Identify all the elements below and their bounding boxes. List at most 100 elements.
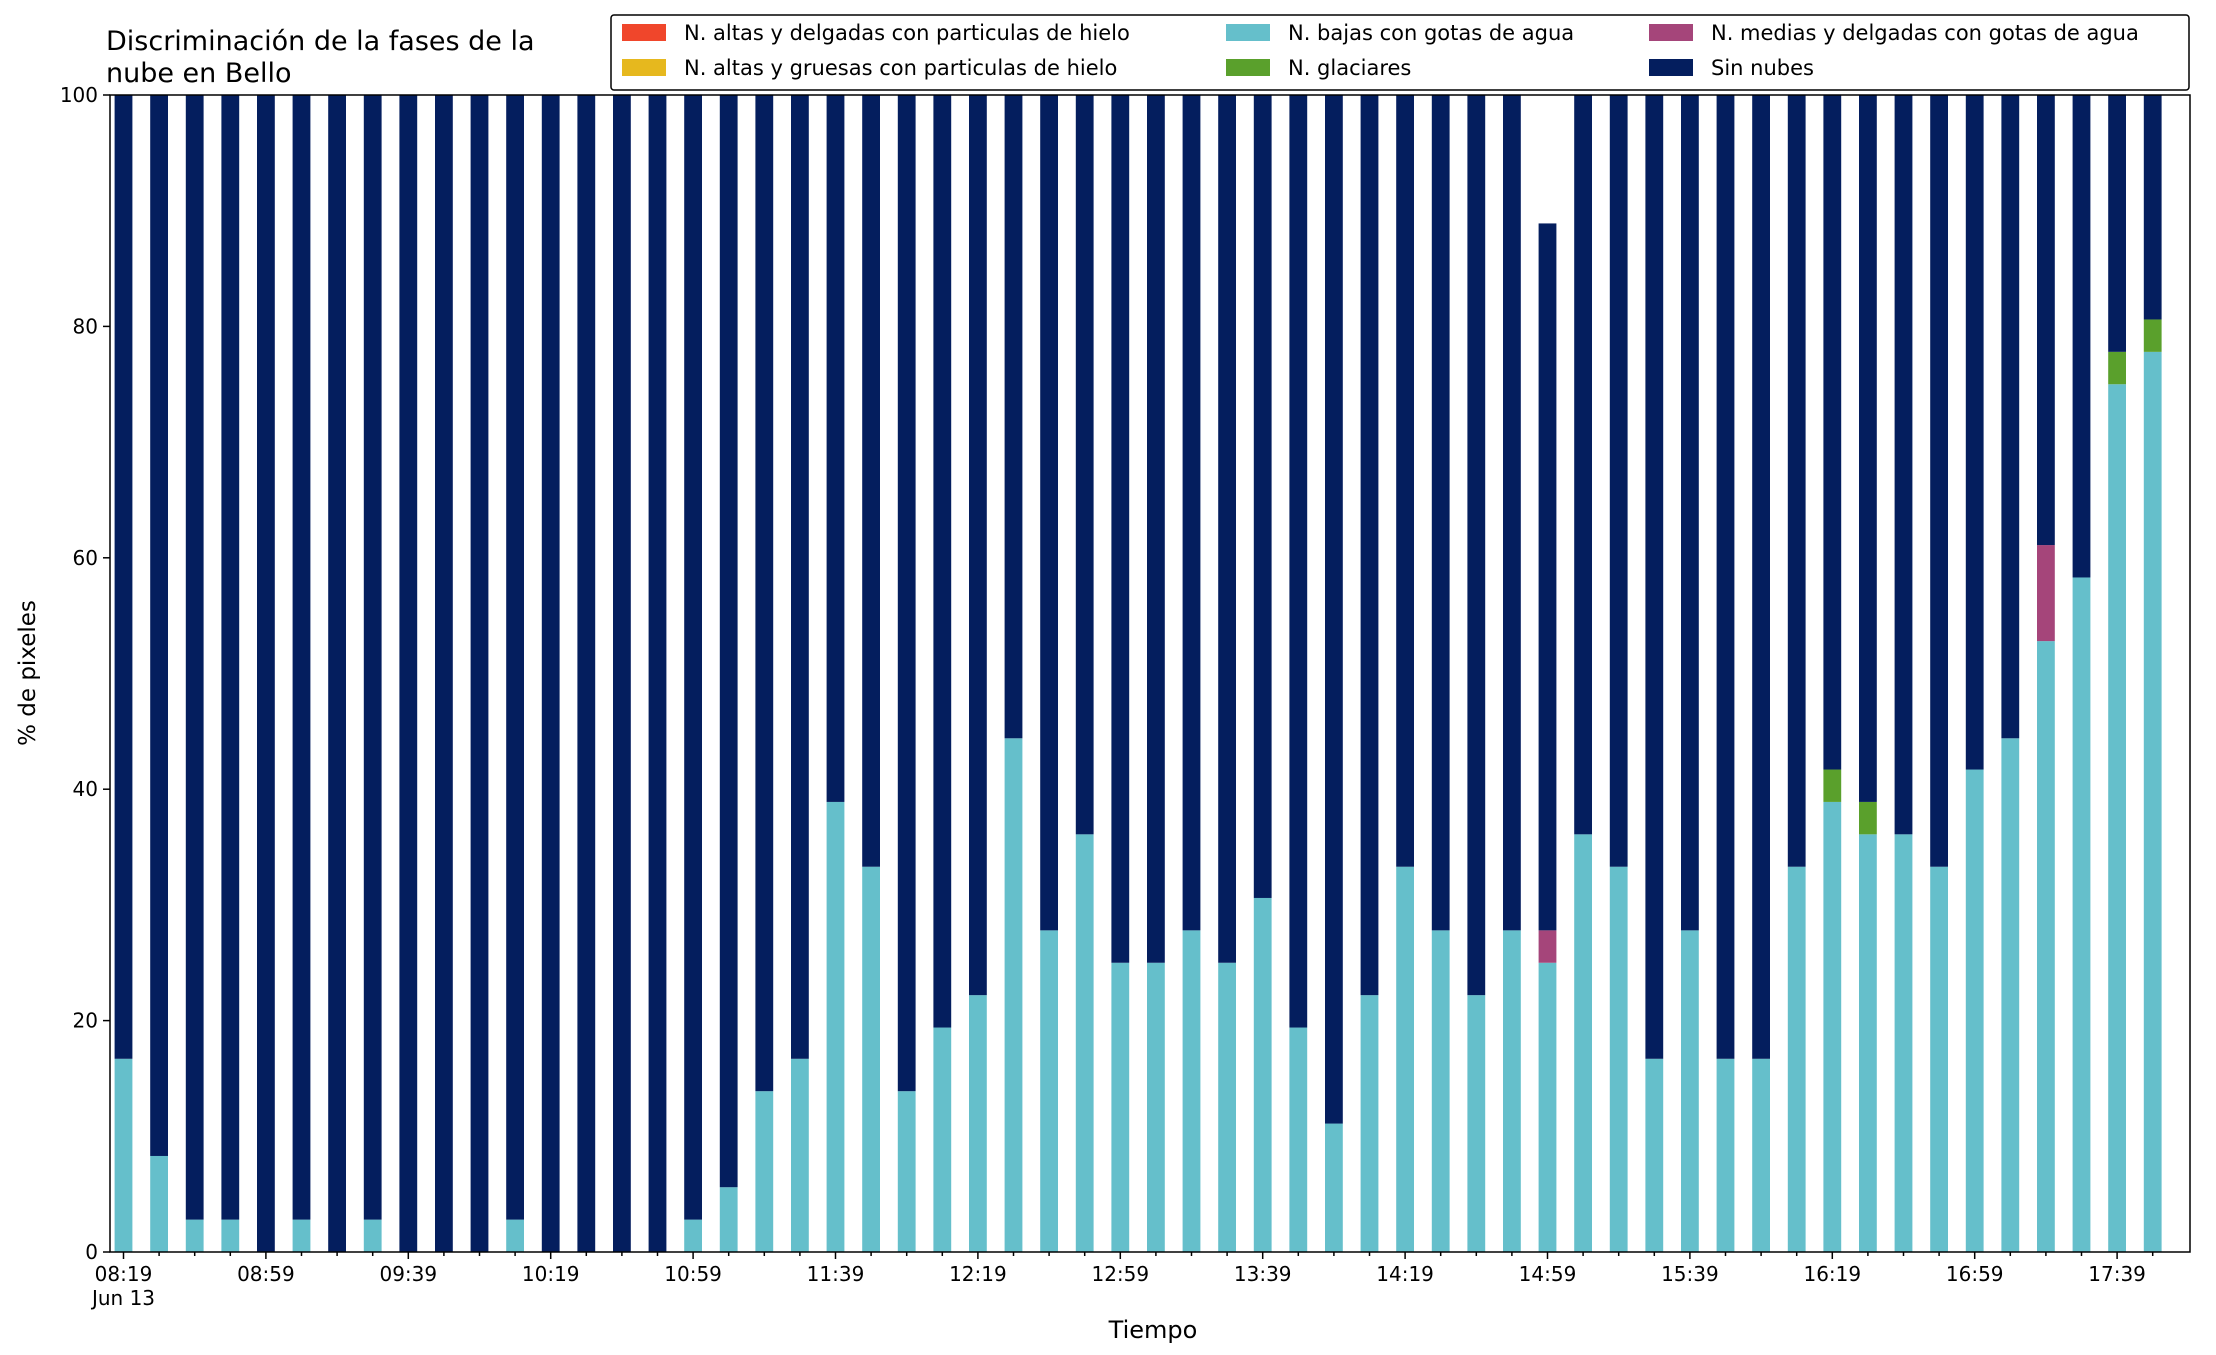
bar-segment — [2108, 95, 2126, 352]
bar-segment — [1004, 738, 1023, 1252]
legend-box — [610, 14, 2190, 91]
bar-segment — [1253, 897, 1272, 1252]
bar-segment — [1716, 95, 1735, 1059]
x-axis: 08:19 08:59 09:39 10:19 10:59 11:39 12:19 12:59… — [90, 1252, 2154, 1310]
bar-segment — [1289, 95, 1308, 1028]
y-axis: 0 20 40 60 80 100 — [60, 83, 110, 1264]
x-tick-label: 12:19 — [949, 1262, 1007, 1286]
bar-segment — [1040, 930, 1058, 1252]
bar-segment — [1253, 95, 1272, 898]
bar-segment — [1040, 95, 1058, 931]
bar-segment — [613, 95, 631, 1252]
bar-segment — [862, 866, 880, 1252]
legend-swatch — [1226, 24, 1270, 41]
bar-segment — [2037, 95, 2055, 546]
bar-segment — [2108, 351, 2126, 385]
bar-segment — [897, 95, 916, 1092]
bar-segment — [185, 1219, 204, 1252]
bar-segment — [1965, 95, 1984, 770]
bar-segment — [1965, 769, 1984, 1252]
bar-segment — [1503, 930, 1521, 1252]
legend: N. altas y delgadas con particulas de hi… — [610, 14, 2190, 91]
bar-segment — [719, 95, 738, 1188]
legend-swatch — [622, 24, 666, 41]
bar-segment — [292, 95, 311, 1220]
bar-segment — [1396, 95, 1414, 867]
x-tick-label: 10:59 — [664, 1262, 722, 1286]
bar-segment — [257, 95, 275, 1252]
bar-segment — [1075, 834, 1094, 1252]
bar-segment — [969, 95, 987, 996]
y-tick-label: 0 — [85, 1240, 98, 1264]
y-tick-label: 100 — [60, 83, 98, 107]
bar-segment — [1467, 95, 1486, 996]
x-tick-label: 16:19 — [1803, 1262, 1861, 1286]
legend-swatch — [1649, 24, 1693, 41]
x-tick-label: 08:19 — [95, 1262, 153, 1286]
bar-segment — [1538, 223, 1557, 931]
chart-title-line: Discriminación de la fases de la — [106, 26, 535, 57]
legend-label: N. bajas con gotas de agua — [1288, 21, 1574, 45]
bar-segment — [1681, 930, 1699, 1252]
bar-segment — [2037, 641, 2055, 1252]
bar-segment — [1467, 995, 1486, 1252]
x-tick-label: 17:39 — [2088, 1262, 2146, 1286]
bar-segment — [1645, 95, 1664, 1059]
bar-segment — [506, 95, 524, 1220]
bar-segment — [221, 1219, 240, 1252]
bar-segment — [1004, 95, 1023, 739]
bar-segment — [1859, 801, 1877, 835]
bar-segment — [1218, 962, 1236, 1252]
bar-segment — [2072, 95, 2091, 578]
bar-segment — [1930, 95, 1948, 867]
bar-segment — [2072, 577, 2091, 1252]
x-tick-label: 08:59 — [237, 1262, 295, 1286]
bar-segment — [684, 1219, 702, 1252]
bar-segment — [1859, 95, 1877, 802]
bar-segment — [897, 1091, 916, 1252]
bar-segment — [2143, 351, 2162, 1253]
bar-segment — [791, 1058, 809, 1252]
bar-segment — [1787, 866, 1806, 1252]
y-tick-label: 80 — [73, 314, 98, 338]
bar-segment — [755, 95, 774, 1092]
bar-segment — [328, 95, 346, 1252]
x-tick-label: 15:39 — [1661, 1262, 1719, 1286]
x-tick-label: 10:19 — [522, 1262, 580, 1286]
x-tick-label: 16:59 — [1946, 1262, 2004, 1286]
bar-segment — [1823, 801, 1842, 1252]
bar-segment — [470, 95, 489, 1252]
x-tick-label: 14:19 — [1376, 1262, 1434, 1286]
bar-segment — [2108, 384, 2126, 1252]
bar-segment — [1075, 95, 1094, 835]
bar-segment — [185, 95, 204, 1220]
legend-label: Sin nubes — [1711, 56, 1814, 80]
bar-segment — [1894, 95, 1913, 835]
bar-segment — [1147, 95, 1165, 963]
x-tick-label: 14:59 — [1519, 1262, 1577, 1286]
bar-segment — [755, 1091, 774, 1252]
legend-swatch — [1226, 59, 1270, 76]
bar-segment — [150, 1155, 168, 1252]
bar-segment — [862, 95, 880, 867]
bar-segment — [719, 1187, 738, 1252]
bar-segment — [1111, 95, 1130, 963]
bar-segment — [2001, 738, 2020, 1252]
bar-segment — [150, 95, 168, 1156]
y-tick-label: 60 — [73, 546, 98, 570]
bar-segment — [1574, 834, 1592, 1252]
bar-segment — [1182, 95, 1201, 931]
bar-segment — [506, 1219, 524, 1252]
x-tick-label: 12:59 — [1091, 1262, 1149, 1286]
bar-segment — [2143, 319, 2162, 352]
bar-series-group — [114, 95, 2162, 1253]
bar-segment — [1930, 866, 1948, 1252]
bar-segment — [363, 95, 382, 1220]
bar-segment — [1823, 95, 1842, 770]
bar-segment — [826, 95, 845, 802]
chart-title-line: nube en Bello — [106, 58, 292, 89]
bar-segment — [1325, 1123, 1343, 1252]
bar-segment — [577, 95, 596, 1252]
